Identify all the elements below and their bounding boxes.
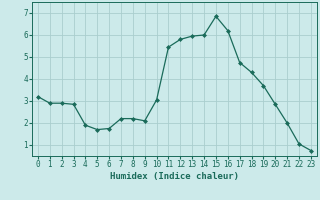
X-axis label: Humidex (Indice chaleur): Humidex (Indice chaleur) [110,172,239,181]
